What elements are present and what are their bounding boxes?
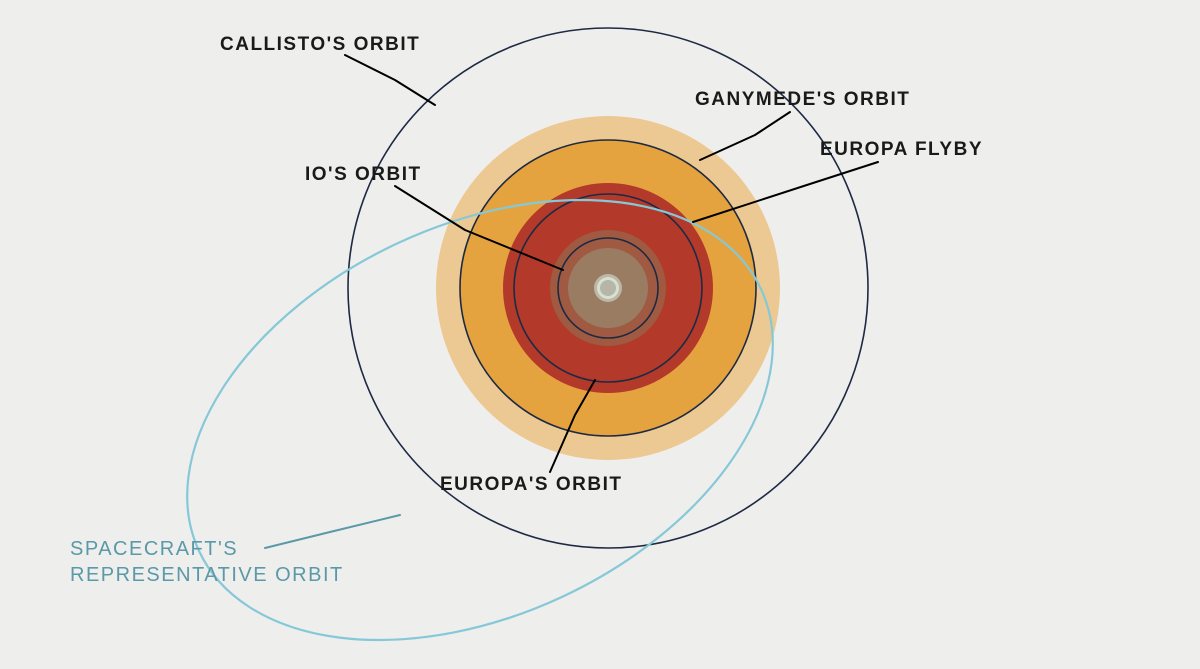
europa-label: EUROPA'S ORBIT [440, 474, 622, 495]
callisto-label: CALLISTO'S ORBIT [220, 34, 420, 55]
spacecraft-label-line1: SPACECRAFT'S [70, 538, 238, 560]
ganymede-label: GANYMEDE'S ORBIT [695, 89, 910, 110]
europa_fly-label: EUROPA FLYBY [820, 139, 983, 160]
jupiter-icon [594, 274, 622, 302]
io-label: IO'S ORBIT [305, 164, 422, 185]
spacecraft-label-line2: REPRESENTATIVE ORBIT [70, 564, 344, 586]
